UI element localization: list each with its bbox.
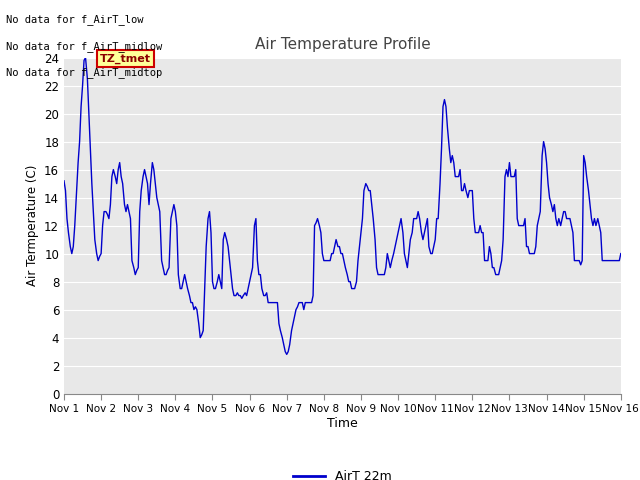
- Y-axis label: Air Termperature (C): Air Termperature (C): [26, 165, 38, 286]
- Title: Air Temperature Profile: Air Temperature Profile: [255, 37, 430, 52]
- Text: No data for f_AirT_low: No data for f_AirT_low: [6, 14, 144, 25]
- Text: No data for f_AirT_midlow: No data for f_AirT_midlow: [6, 41, 163, 52]
- Legend: AirT 22m: AirT 22m: [289, 465, 396, 480]
- Text: No data for f_AirT_midtop: No data for f_AirT_midtop: [6, 67, 163, 78]
- Text: TZ_tmet: TZ_tmet: [100, 53, 151, 64]
- X-axis label: Time: Time: [327, 417, 358, 430]
